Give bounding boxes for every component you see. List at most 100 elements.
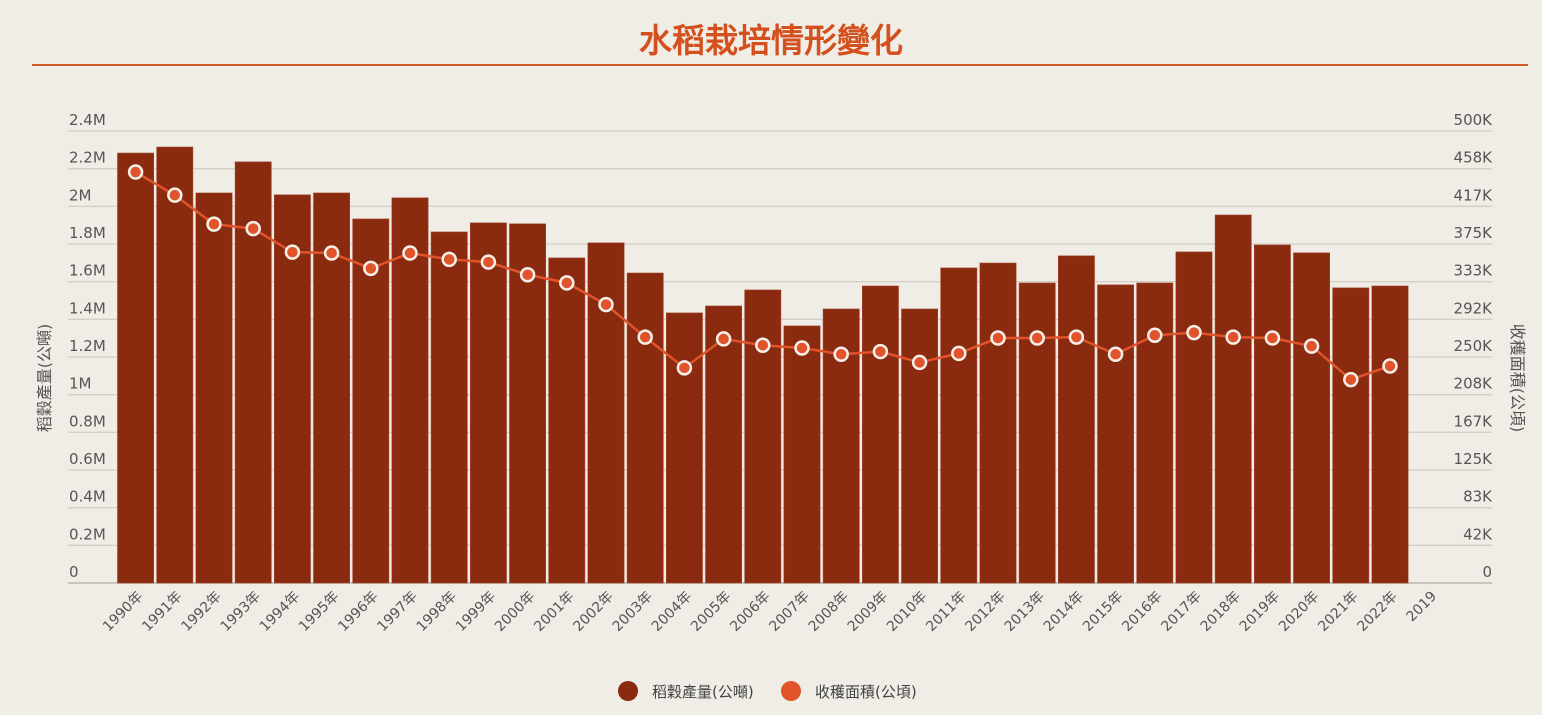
right-tick-label: 292K <box>1454 299 1494 317</box>
bar <box>548 257 586 584</box>
line-point <box>127 164 144 180</box>
line-point <box>245 220 261 237</box>
x-tick-label: 2015年 <box>1080 589 1126 635</box>
chart-title: 水稻栽培情形變化 <box>639 21 903 60</box>
line-point <box>637 329 653 345</box>
bar <box>1371 285 1409 584</box>
x-tick-label: 2007年 <box>766 589 812 635</box>
line-point <box>519 266 536 283</box>
x-tick-label: 2019年 <box>1237 589 1283 635</box>
x-tick-label: 2014年 <box>1041 589 1087 635</box>
left-tick-label: 0.8M <box>69 412 106 430</box>
bar <box>430 231 468 584</box>
x-tick-label: 1995年 <box>296 589 342 635</box>
x-tick-label: 2009年 <box>845 589 891 635</box>
right-y-axis-ticks: 0 42K 83K 125K 167K 208K 250K 292K 333K 375K 417K 4… <box>1454 111 1494 581</box>
legend-marker-area <box>781 681 801 701</box>
legend-item-area[interactable]: 收穫面積(公頃) <box>781 681 917 701</box>
x-tick-label: 2017年 <box>1158 589 1204 635</box>
x-tick-label: 2020年 <box>1276 589 1322 635</box>
line-point <box>1107 346 1124 363</box>
x-tick-label: 2016年 <box>1119 589 1165 635</box>
legend-item-production[interactable]: 稻穀產量(公噸) <box>618 681 754 701</box>
legend-label-area: 收穫面積(公頃) <box>815 683 917 701</box>
bar <box>861 285 899 584</box>
line-point <box>755 337 771 353</box>
x-tick-label: 1998年 <box>414 589 460 635</box>
right-tick-label: 208K <box>1454 375 1494 393</box>
line-point <box>715 331 732 347</box>
x-tick-label: 1999年 <box>453 589 499 635</box>
line-point <box>1264 330 1281 346</box>
x-tick-label: 2010年 <box>884 589 930 635</box>
left-y-axis-title: 稻穀產量(公噸) <box>35 324 54 433</box>
bar <box>1018 282 1056 584</box>
bar <box>1254 244 1291 584</box>
bar <box>783 325 821 584</box>
x-tick-label: 2003年 <box>610 589 656 635</box>
x-tick-label: 2002年 <box>570 589 616 635</box>
right-tick-label: 458K <box>1454 149 1494 167</box>
left-tick-label: 0.6M <box>69 450 106 468</box>
line-point <box>1147 327 1163 344</box>
x-tick-label: 2000年 <box>492 589 538 635</box>
right-tick-label: 250K <box>1454 337 1494 355</box>
bar <box>509 223 547 584</box>
bar <box>744 289 782 584</box>
line-point <box>363 260 379 277</box>
left-tick-label: 2.4M <box>69 111 106 129</box>
bar <box>469 222 507 584</box>
x-tick-label: 1992年 <box>178 589 224 635</box>
left-tick-label: 0.2M <box>69 525 106 543</box>
right-tick-label: 500K <box>1454 111 1494 129</box>
x-tick-label: 2021年 <box>1315 589 1361 635</box>
bar <box>587 242 625 584</box>
bar <box>1175 251 1213 584</box>
line-point <box>167 187 183 203</box>
bar <box>901 308 939 584</box>
bar <box>705 305 743 584</box>
line-point <box>480 254 497 270</box>
bar <box>1293 252 1331 584</box>
right-tick-label: 0 <box>1482 563 1492 581</box>
line-point <box>284 244 301 260</box>
x-tick-label: 1997年 <box>374 589 420 635</box>
bar <box>352 218 390 584</box>
bar <box>195 192 233 584</box>
x-tick-label: 1996年 <box>335 589 381 635</box>
line-point <box>206 216 222 232</box>
line-point <box>323 245 340 261</box>
x-tick-label: 2019 <box>1404 589 1441 626</box>
left-tick-label: 1.4M <box>69 299 106 317</box>
line-point <box>1029 330 1045 346</box>
line-point <box>833 346 849 363</box>
bar-series <box>117 146 1409 584</box>
bar <box>626 272 664 584</box>
line-point <box>676 360 693 376</box>
bar <box>1058 255 1095 584</box>
legend-marker-production <box>618 681 638 701</box>
line-point <box>951 345 967 362</box>
bar <box>979 262 1017 584</box>
right-y-axis-title: 收穫面積(公頃) <box>1508 324 1527 433</box>
bar <box>940 267 978 584</box>
line-series <box>127 164 1398 388</box>
line-point <box>990 330 1006 346</box>
right-tick-label: 167K <box>1454 412 1494 430</box>
line-point <box>598 296 614 313</box>
left-tick-label: 1M <box>69 375 92 393</box>
line-point <box>1225 329 1241 345</box>
x-tick-label: 2006年 <box>727 589 773 635</box>
x-axis-ticks: 1990年1991年1992年1993年1994年1995年1996年1997年… <box>100 589 1440 635</box>
x-tick-label: 1993年 <box>218 589 264 635</box>
x-tick-label: 1991年 <box>139 589 185 635</box>
line-point <box>1343 371 1359 388</box>
x-tick-label: 2004年 <box>649 589 695 635</box>
x-tick-label: 2012年 <box>962 589 1008 635</box>
bar <box>156 146 194 584</box>
right-tick-label: 333K <box>1454 262 1494 280</box>
bar <box>1214 214 1252 584</box>
bar <box>665 312 703 584</box>
line-point <box>1382 358 1398 374</box>
